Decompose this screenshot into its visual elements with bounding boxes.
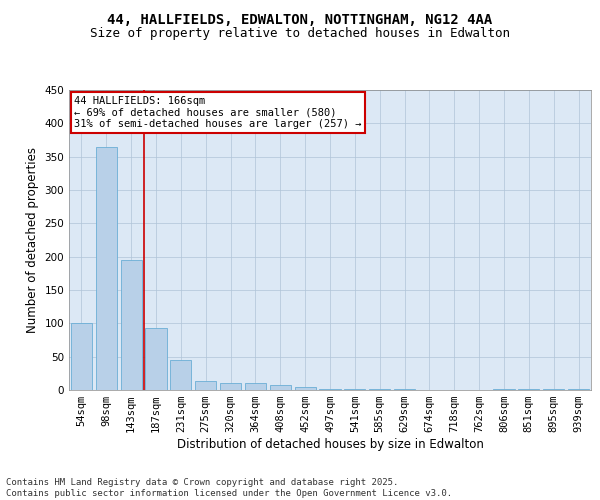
Bar	[96, 146, 117, 390]
Text: 44, HALLFIELDS, EDWALTON, NOTTINGHAM, NG12 4AA: 44, HALLFIELDS, EDWALTON, NOTTINGHAM, NG…	[107, 12, 493, 26]
Bar	[319, 388, 341, 390]
Text: 44 HALLFIELDS: 166sqm
← 69% of detached houses are smaller (580)
31% of semi-det: 44 HALLFIELDS: 166sqm ← 69% of detached …	[74, 96, 362, 129]
Bar	[344, 388, 365, 390]
Bar	[295, 386, 316, 390]
Bar	[121, 260, 142, 390]
Text: Size of property relative to detached houses in Edwalton: Size of property relative to detached ho…	[90, 28, 510, 40]
Bar	[145, 328, 167, 390]
Bar	[71, 324, 92, 390]
Bar	[369, 388, 390, 390]
Bar	[195, 382, 216, 390]
Bar	[270, 386, 291, 390]
Text: Contains HM Land Registry data © Crown copyright and database right 2025.
Contai: Contains HM Land Registry data © Crown c…	[6, 478, 452, 498]
Bar	[220, 382, 241, 390]
Bar	[245, 384, 266, 390]
X-axis label: Distribution of detached houses by size in Edwalton: Distribution of detached houses by size …	[176, 438, 484, 451]
Y-axis label: Number of detached properties: Number of detached properties	[26, 147, 39, 333]
Bar	[170, 360, 191, 390]
